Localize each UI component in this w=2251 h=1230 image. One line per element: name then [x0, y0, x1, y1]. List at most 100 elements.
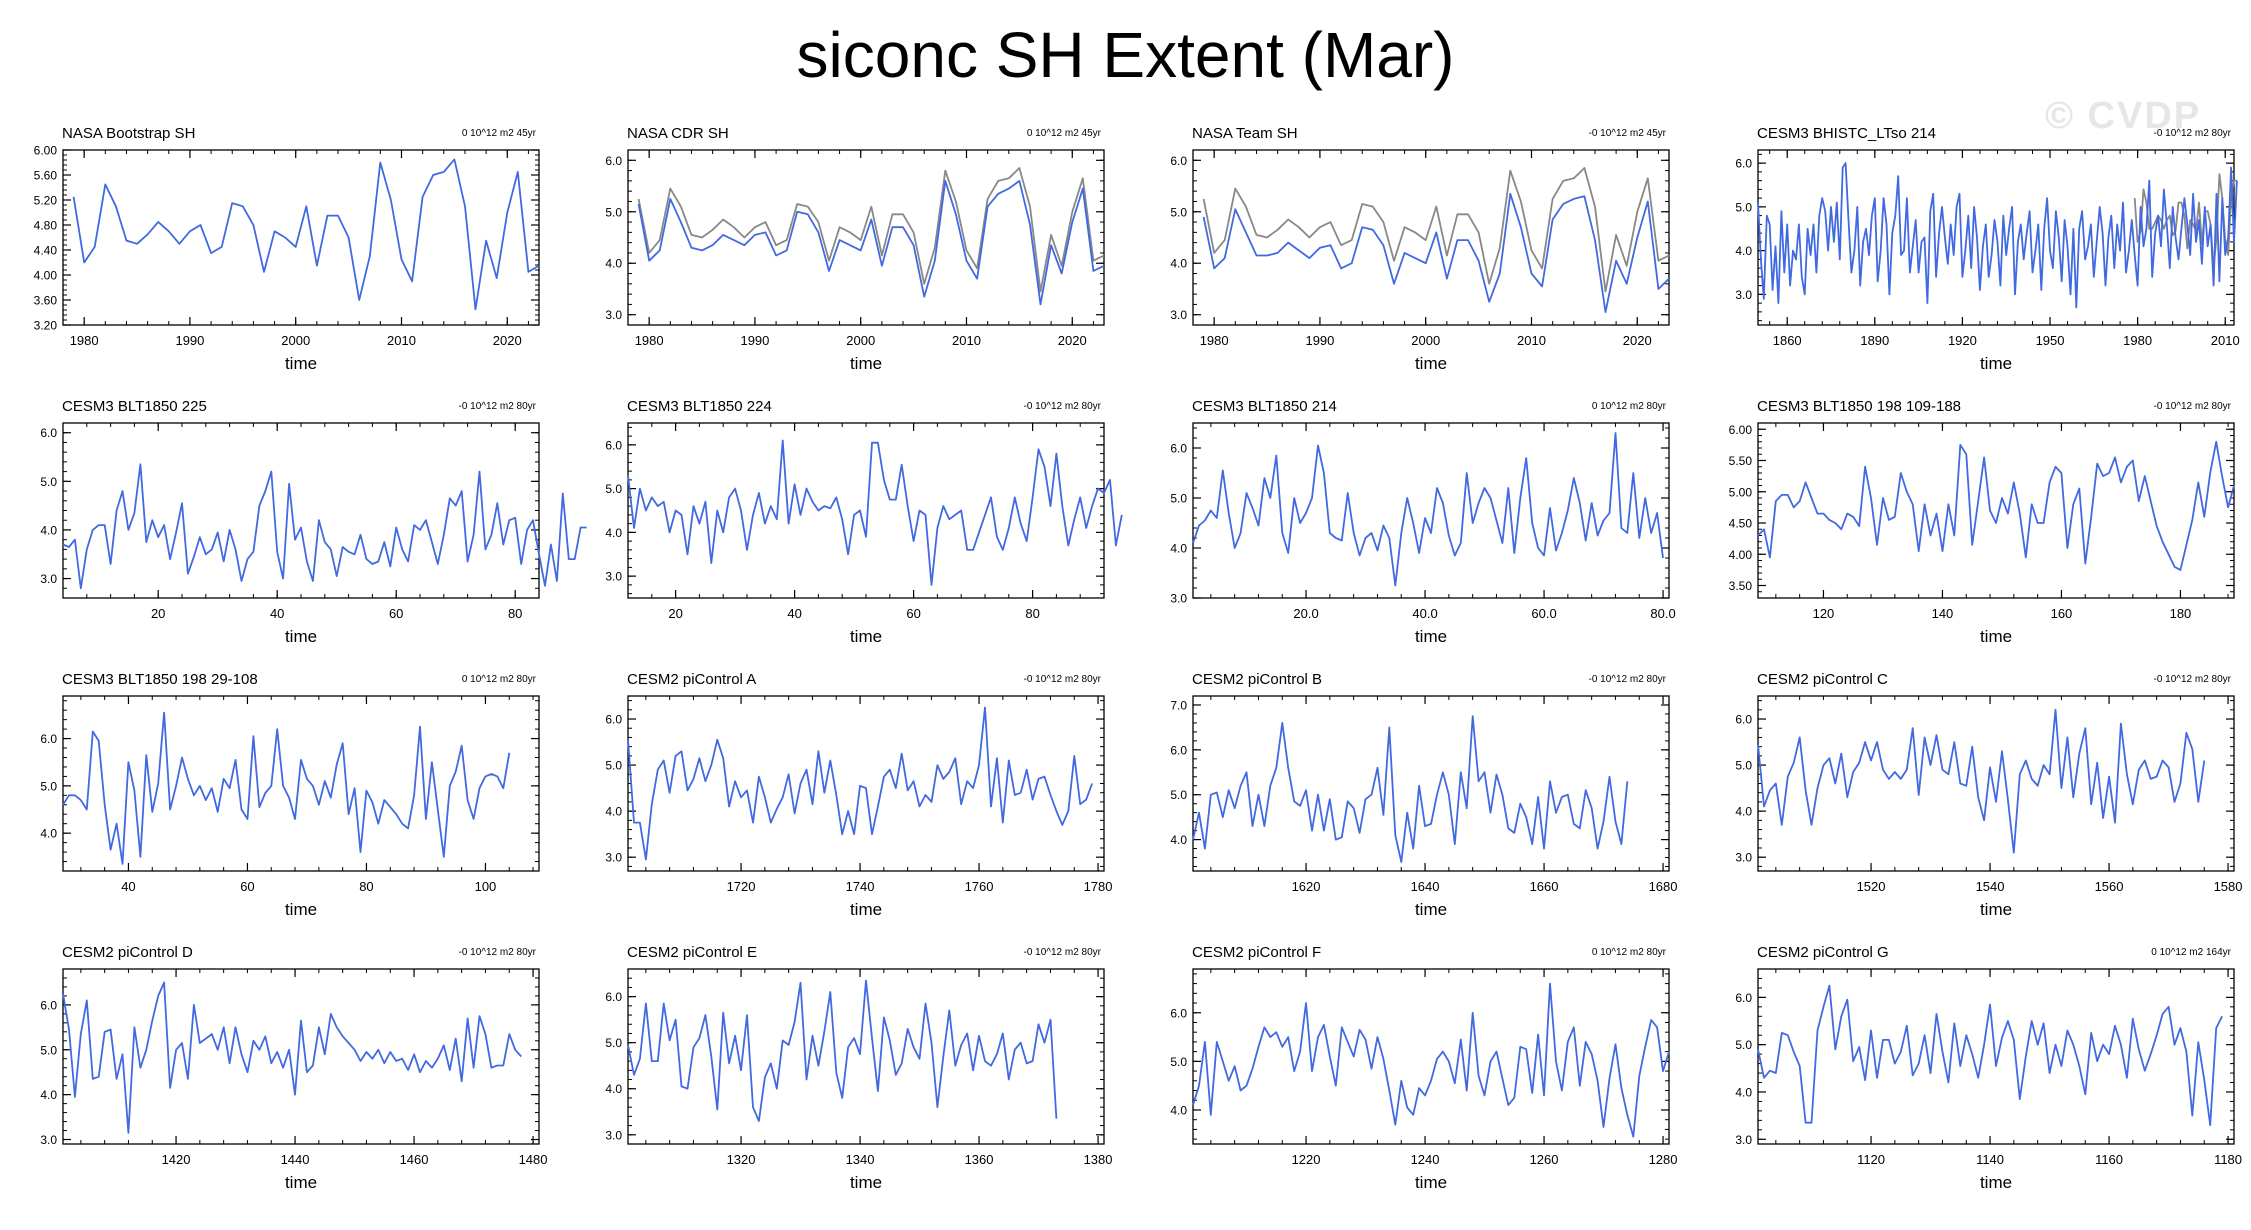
- panel-title: CESM2 piControl G: [1757, 944, 1889, 961]
- panel-11: CESM2 piControl B -0 10^12 m2 80yr time 4.0…: [1170, 671, 1677, 919]
- x-tick-label: 1980: [1200, 333, 1229, 348]
- trend-label: -0 10^12 m2 45yr: [1588, 128, 1666, 139]
- x-tick-label: 1740: [846, 879, 875, 894]
- y-tick-label: 5.0: [605, 1036, 622, 1050]
- y-tick-label: 5.0: [1170, 1055, 1187, 1069]
- y-tick-label: 4.0: [605, 1082, 622, 1096]
- x-tick-label: 100: [475, 879, 497, 894]
- x-tick-label: 2000: [1411, 333, 1440, 348]
- x-tick-label: 40: [787, 606, 801, 621]
- x-axis-label: time: [1980, 354, 2012, 373]
- y-tick-label: 5.0: [1170, 492, 1187, 506]
- y-tick-label: 4.0: [1170, 833, 1187, 847]
- series-line: [637, 179, 1105, 306]
- x-axis-label: time: [285, 1173, 317, 1192]
- x-axis-label: time: [285, 627, 317, 646]
- panel-title: CESM3 BLT1850 198 109-188: [1757, 398, 1961, 415]
- plot-frame: [1192, 968, 1670, 1145]
- y-tick-label: 3.0: [1735, 288, 1752, 302]
- x-tick-label: 2000: [281, 333, 310, 348]
- panel-title: NASA CDR SH: [627, 125, 729, 142]
- reference-series-line: [2133, 173, 2237, 270]
- trend-label: 0 10^12 m2 45yr: [462, 128, 537, 139]
- series-line: [627, 439, 1123, 586]
- series-line: [627, 979, 1058, 1122]
- x-axis-label: time: [285, 900, 317, 919]
- panel-title: CESM2 piControl A: [627, 671, 756, 688]
- x-tick-label: 1720: [727, 879, 756, 894]
- y-tick-label: 3.0: [605, 1128, 622, 1142]
- plot-frame: [627, 695, 1105, 872]
- y-tick-label: 3.0: [1735, 1133, 1752, 1147]
- plot-frame: [62, 968, 540, 1145]
- series-line: [1757, 440, 2235, 571]
- watermark: © CVDP: [2045, 95, 2202, 137]
- x-tick-label: 1980: [2123, 333, 2152, 348]
- y-tick-label: 3.60: [34, 294, 58, 308]
- panel-title: CESM3 BLT1850 224: [627, 398, 772, 415]
- y-tick-label: 4.0: [605, 257, 622, 271]
- y-tick-label: 6.0: [1170, 154, 1187, 168]
- trend-label: 0 10^12 m2 164yr: [2151, 947, 2231, 958]
- y-tick-label: 3.0: [1735, 851, 1752, 865]
- y-tick-label: 5.50: [1729, 454, 1753, 468]
- reference-series-line: [637, 167, 1105, 293]
- trend-label: -0 10^12 m2 80yr: [458, 401, 536, 412]
- panel-8: CESM3 BLT1850 198 109-188 -0 10^12 m2 80y…: [1729, 398, 2235, 646]
- x-tick-label: 1420: [162, 1152, 191, 1167]
- x-tick-label: 60: [906, 606, 920, 621]
- plot-frame: [1757, 695, 2235, 872]
- x-axis-label: time: [850, 1173, 882, 1192]
- x-tick-label: 2020: [493, 333, 522, 348]
- x-tick-label: 1160: [2095, 1152, 2123, 1167]
- x-tick-label: 1660: [1530, 879, 1559, 894]
- panel-6: CESM3 BLT1850 224 -0 10^12 m2 80yr time 3.0…: [605, 398, 1123, 646]
- panel-4: CESM3 BHISTC_LTso 214 -0 10^12 m2 80yr tim…: [1735, 125, 2239, 373]
- trend-label: 0 10^12 m2 80yr: [1592, 947, 1667, 958]
- x-tick-label: 1140: [1976, 1152, 2004, 1167]
- page-title: siconc SH Extent (Mar): [796, 19, 1455, 91]
- plot-frame: [1757, 968, 2235, 1145]
- series-line: [1757, 162, 2238, 309]
- y-tick-label: 5.60: [34, 169, 58, 183]
- y-tick-label: 4.0: [40, 523, 57, 537]
- y-tick-label: 4.0: [605, 526, 622, 540]
- x-tick-label: 140: [1932, 606, 1954, 621]
- panel-15: CESM2 piControl F 0 10^12 m2 80yr time 4.0 5…: [1170, 944, 1677, 1192]
- x-axis-label: time: [1980, 1173, 2012, 1192]
- y-tick-label: 4.0: [1170, 542, 1187, 556]
- series-line: [62, 711, 511, 865]
- plot-frame: [627, 149, 1105, 326]
- plot-frame: [1192, 149, 1670, 326]
- plot-frame: [627, 968, 1105, 1145]
- y-tick-label: 3.0: [605, 308, 622, 322]
- x-tick-label: 40: [121, 879, 135, 894]
- y-tick-label: 4.0: [1170, 1103, 1187, 1117]
- y-tick-label: 6.0: [605, 990, 622, 1004]
- x-tick-label: 2020: [1058, 333, 1087, 348]
- y-tick-label: 5.20: [34, 194, 58, 208]
- panel-title: CESM3 BLT1850 225: [62, 398, 207, 415]
- x-tick-label: 1180: [2214, 1152, 2242, 1167]
- x-axis-label: time: [1415, 354, 1447, 373]
- y-tick-label: 4.0: [40, 1088, 57, 1102]
- x-axis-label: time: [285, 354, 317, 373]
- x-tick-label: 1480: [519, 1152, 548, 1167]
- x-tick-label: 60.0: [1531, 606, 1556, 621]
- x-tick-label: 2000: [846, 333, 875, 348]
- x-tick-label: 1980: [635, 333, 664, 348]
- y-tick-label: 4.0: [1735, 805, 1752, 819]
- x-tick-label: 1320: [727, 1152, 756, 1167]
- x-tick-label: 1760: [965, 879, 994, 894]
- x-tick-label: 80: [359, 879, 373, 894]
- panel-title: CESM3 BLT1850 214: [1192, 398, 1337, 415]
- y-tick-label: 3.0: [605, 570, 622, 584]
- panel-3: NASA Team SH -0 10^12 m2 45yr time 3.0 4.0 5.…: [1170, 125, 1670, 373]
- y-tick-label: 6.0: [1170, 743, 1187, 757]
- x-tick-label: 80: [508, 606, 522, 621]
- y-tick-label: 6.0: [605, 438, 622, 452]
- y-tick-label: 5.0: [1170, 788, 1187, 802]
- y-tick-label: 6.0: [40, 426, 57, 440]
- series-line: [1192, 982, 1670, 1138]
